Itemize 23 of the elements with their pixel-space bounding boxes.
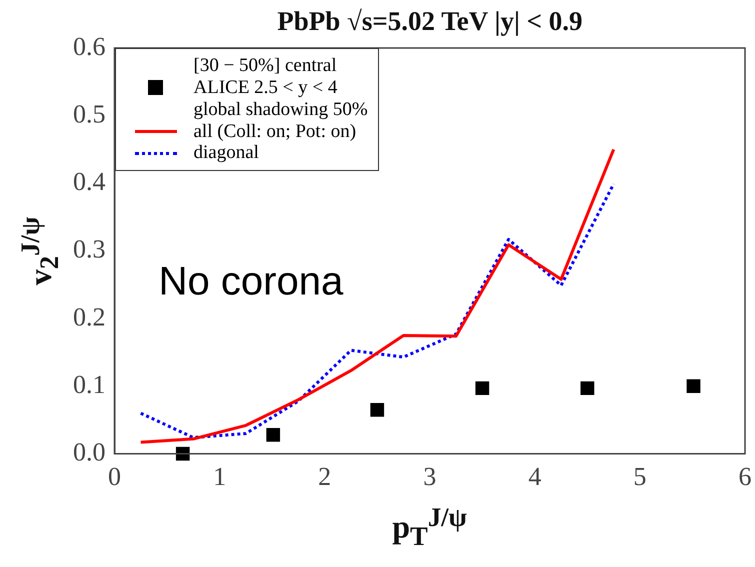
annotation: No corona bbox=[158, 259, 344, 304]
legend-label: diagonal bbox=[194, 142, 259, 164]
point bbox=[475, 381, 490, 396]
point bbox=[580, 381, 594, 396]
legend-label: all (Coll: on; Pot: on) bbox=[194, 120, 356, 142]
y-tick-label: 0.0 bbox=[73, 438, 106, 467]
x-tick-label: 0 bbox=[108, 462, 121, 492]
point bbox=[370, 402, 384, 417]
y-tick-label: 0.2 bbox=[73, 302, 106, 332]
x-tick-label: 1 bbox=[213, 462, 226, 492]
point bbox=[266, 428, 280, 442]
y-tick-label: 0.5 bbox=[73, 99, 106, 128]
x-tick-label: 2 bbox=[318, 462, 332, 492]
x-tick-label: 5 bbox=[633, 462, 646, 492]
x-tick-label: 3 bbox=[423, 462, 436, 492]
y-tick-label: 0.4 bbox=[73, 167, 106, 196]
y-tick-label: 0.6 bbox=[73, 32, 106, 61]
point bbox=[686, 379, 700, 394]
y-tick-label: 0.1 bbox=[73, 370, 106, 399]
chart-title: PbPb √s=5.02 TeV |y| < 0.9 bbox=[277, 6, 583, 37]
x-tick-label: 6 bbox=[738, 462, 752, 492]
x-tick-label: 4 bbox=[528, 462, 542, 492]
y-tick-label: 0.3 bbox=[73, 234, 106, 264]
